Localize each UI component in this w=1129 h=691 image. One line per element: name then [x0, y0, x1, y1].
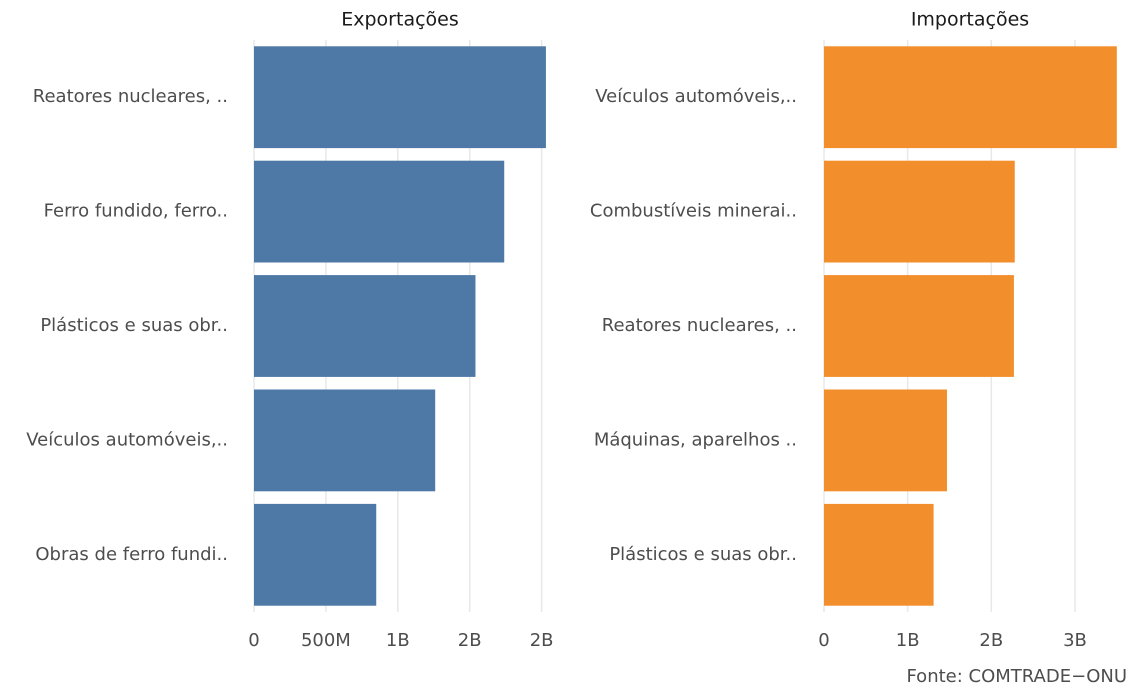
x-tick-label: 1B — [386, 630, 410, 651]
x-tick-label: 2B — [530, 630, 554, 651]
bar — [824, 160, 1015, 263]
y-tick-label: Plásticos e suas obr.. — [609, 544, 797, 565]
x-tick-label: 3B — [1063, 630, 1087, 651]
y-tick-label: Plásticos e suas obr.. — [40, 315, 228, 336]
bar — [254, 160, 505, 263]
bar — [824, 46, 1117, 149]
bar — [254, 275, 476, 377]
caption: Fonte: COMTRADE−ONU — [906, 666, 1127, 687]
bar — [824, 503, 934, 606]
panel-title: Exportações — [341, 9, 459, 31]
x-tick-label: 1B — [896, 630, 920, 651]
bar — [824, 275, 1014, 377]
y-tick-label: Veículos automóveis,.. — [26, 429, 228, 450]
y-tick-label: Ferro fundido, ferro.. — [44, 201, 228, 222]
x-tick-label: 500M — [301, 630, 351, 651]
y-tick-label: Veículos automóveis,.. — [595, 86, 797, 107]
x-tick-label: 2B — [979, 630, 1003, 651]
x-tick-label: 0 — [248, 630, 259, 651]
y-tick-label: Reatores nucleares, .. — [602, 315, 797, 336]
y-tick-label: Obras de ferro fundi.. — [35, 544, 228, 565]
bar — [254, 503, 377, 606]
bar — [824, 389, 947, 492]
x-tick-label: 2B — [458, 630, 482, 651]
bar — [254, 389, 436, 492]
y-tick-label: Reatores nucleares, .. — [33, 86, 228, 107]
x-tick-label: 0 — [818, 630, 829, 651]
y-tick-label: Máquinas, aparelhos .. — [594, 429, 797, 450]
y-tick-label: Combustíveis minerai.. — [590, 201, 797, 222]
bar — [254, 46, 546, 149]
panel-title: Importações — [911, 9, 1029, 31]
